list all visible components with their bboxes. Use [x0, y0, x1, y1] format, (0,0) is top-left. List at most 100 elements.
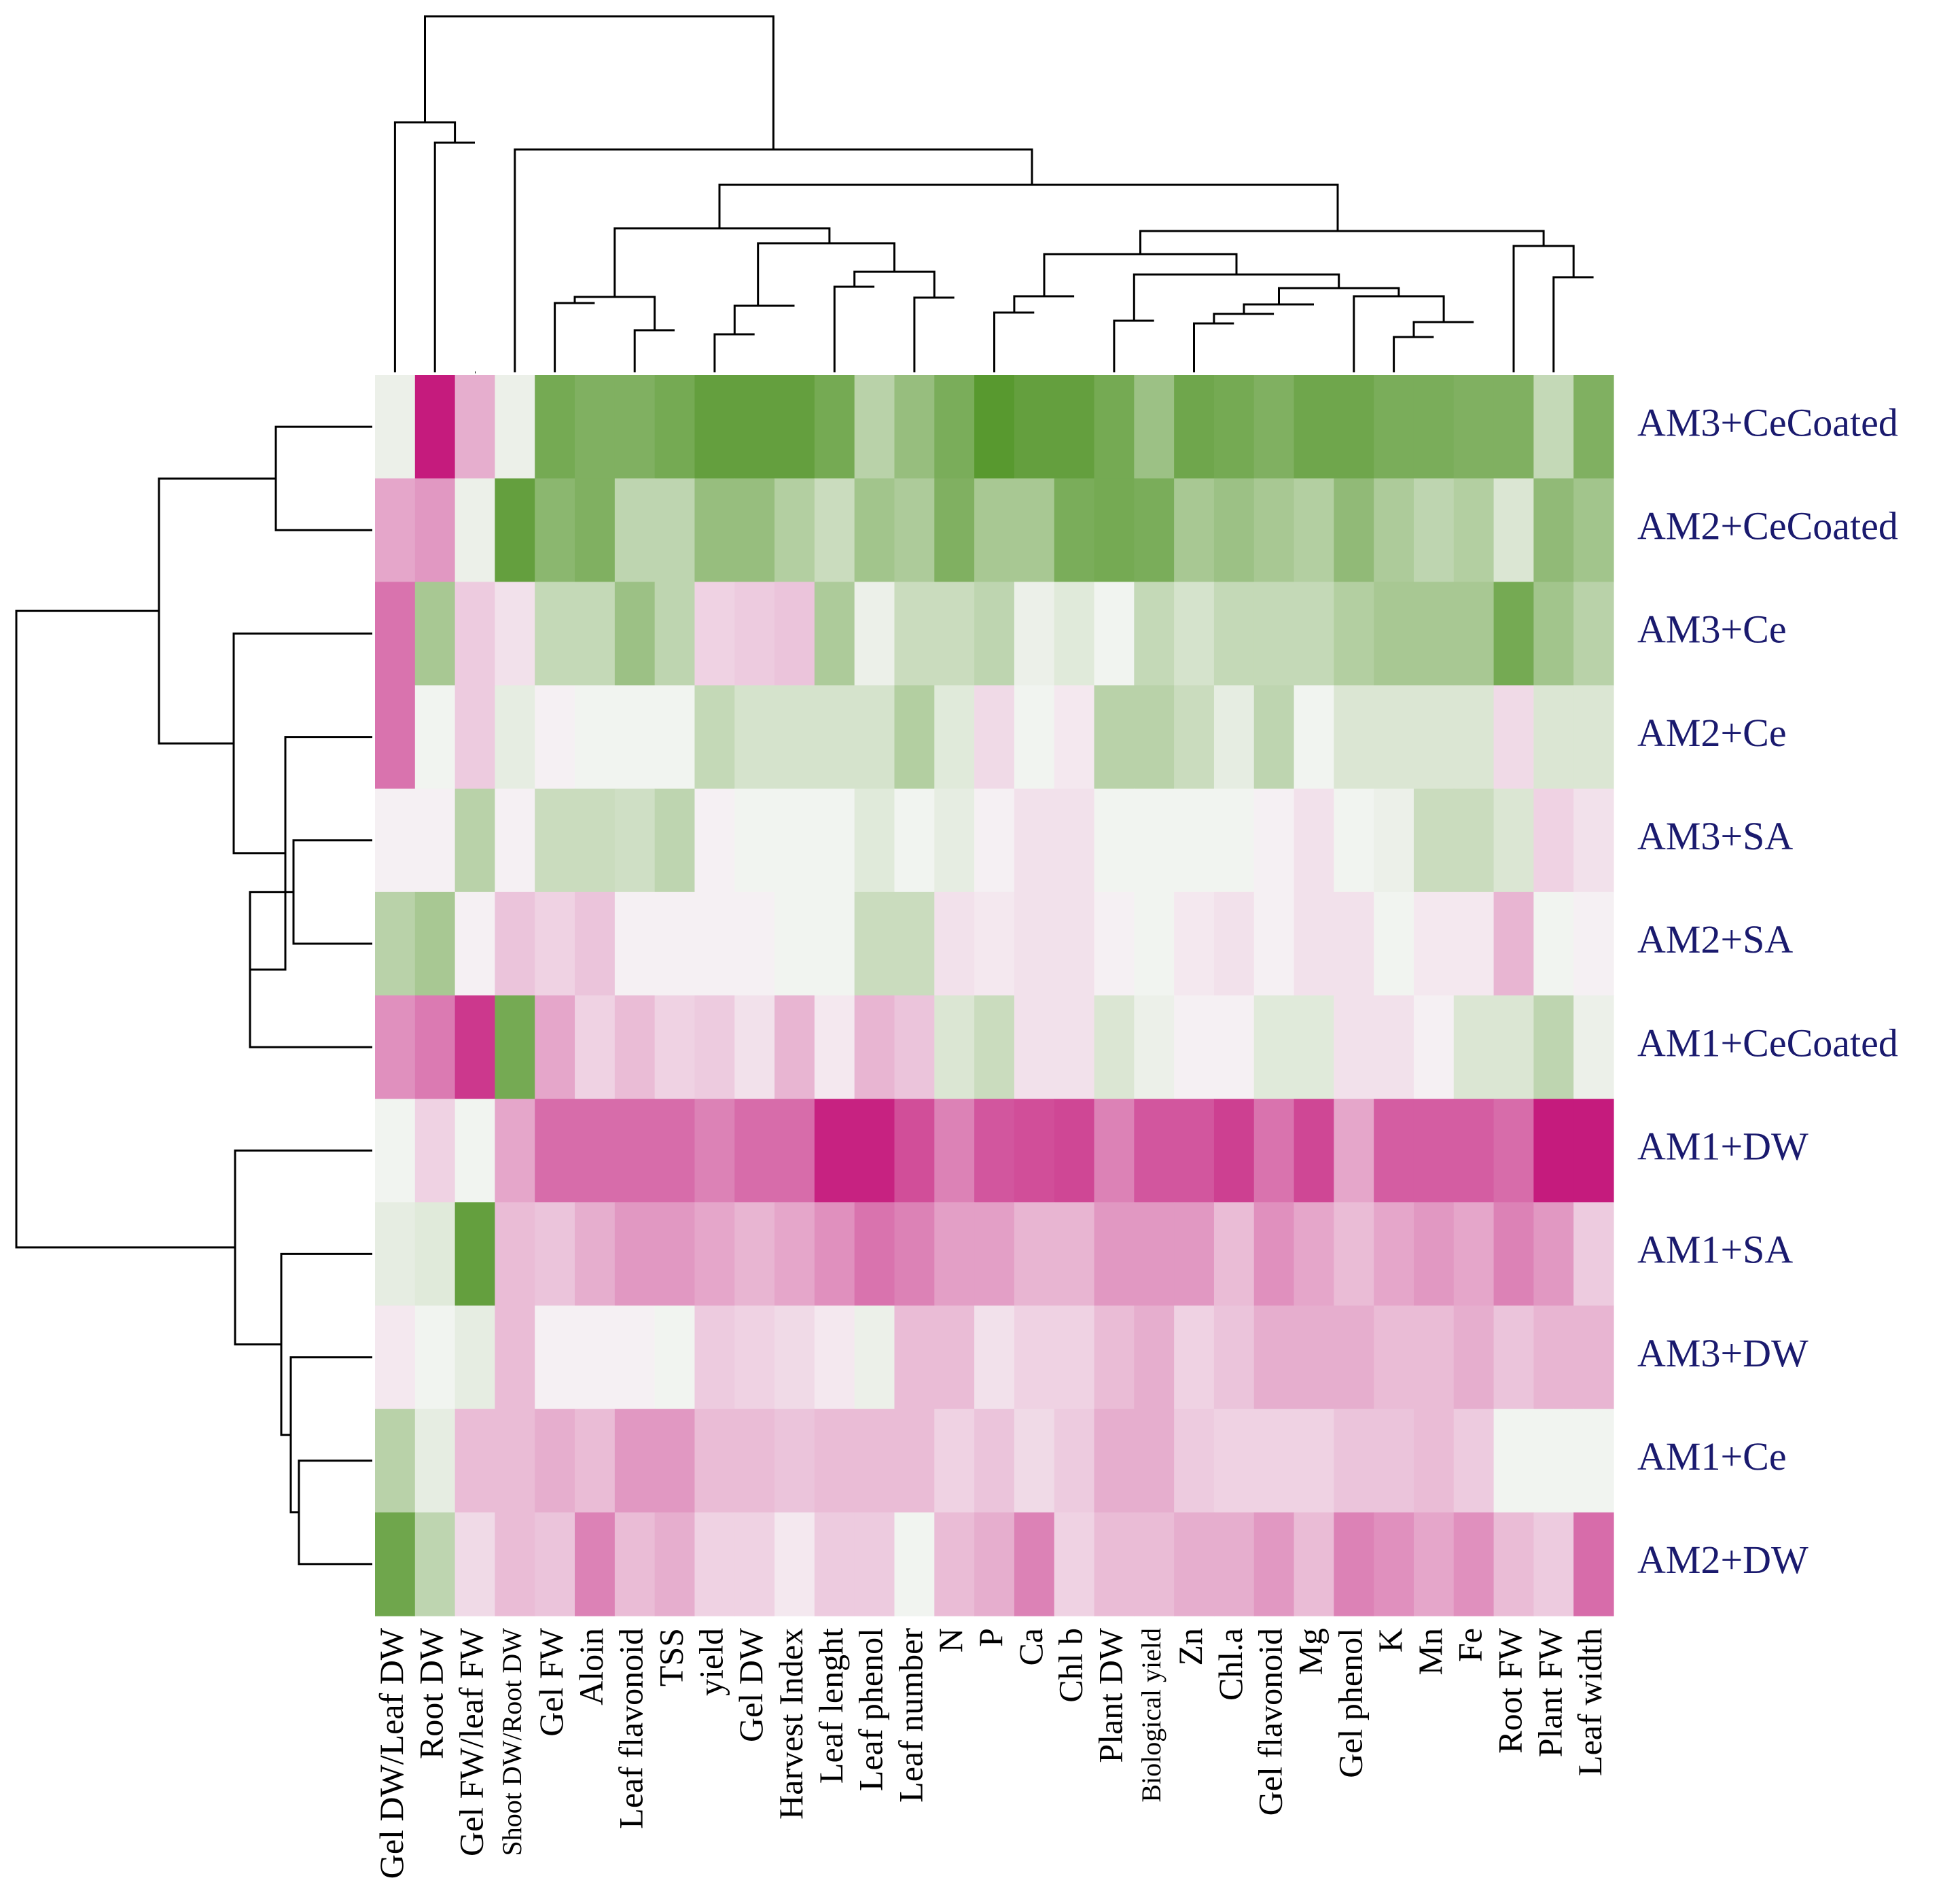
heatmap-cell	[1054, 1305, 1095, 1410]
heatmap-cell	[614, 375, 656, 479]
heatmap-cell	[375, 891, 416, 996]
heatmap-cell	[1453, 891, 1495, 996]
heatmap-cell	[1453, 995, 1495, 1099]
row-label: AM1+SA	[1637, 1228, 1793, 1272]
column-dendrogram-link	[757, 242, 895, 306]
row-label: AM1+Ce	[1637, 1434, 1787, 1479]
heatmap-cell	[414, 788, 456, 893]
heatmap-cell	[774, 891, 815, 996]
heatmap-cell	[455, 995, 496, 1099]
heatmap-cell	[774, 375, 815, 479]
column-label: Aloin	[572, 1628, 610, 1705]
heatmap-cell	[1533, 1202, 1574, 1307]
heatmap-cell	[575, 995, 616, 1099]
heatmap-cell	[1134, 1305, 1175, 1410]
heatmap-cell	[1253, 1202, 1295, 1307]
row-dendrogram-link	[292, 839, 372, 945]
heatmap-cell	[1453, 478, 1495, 582]
heatmap-cell	[734, 788, 775, 893]
heatmap-cell	[1573, 891, 1614, 996]
column-label: Gel phenol	[1331, 1628, 1369, 1778]
heatmap-cell	[414, 478, 456, 582]
heatmap-cell	[455, 1512, 496, 1616]
heatmap-cell	[854, 891, 895, 996]
heatmap-cell	[1174, 1409, 1215, 1513]
heatmap-cell	[495, 1099, 535, 1203]
heatmap-cell	[934, 995, 975, 1099]
heatmap-cell	[1294, 1202, 1334, 1307]
heatmap-cell	[455, 788, 496, 893]
heatmap-cell	[1493, 478, 1534, 582]
heatmap-cell	[1413, 1305, 1455, 1410]
heatmap-cell	[455, 1305, 496, 1410]
heatmap-cell	[1253, 788, 1295, 893]
heatmap-cell	[1054, 582, 1095, 686]
row-label: AM2+CeCoated	[1637, 504, 1898, 548]
heatmap-cell	[1134, 478, 1175, 582]
heatmap-cell	[1493, 582, 1534, 686]
heatmap-cell	[974, 788, 1015, 893]
heatmap-cell	[575, 1305, 616, 1410]
row-dendrogram-link	[232, 632, 372, 855]
heatmap-cell	[1134, 1512, 1175, 1616]
row-dendrogram-link	[274, 425, 372, 531]
column-label: yield	[692, 1628, 730, 1696]
heatmap-cell	[1374, 685, 1414, 790]
heatmap-cell	[1533, 788, 1574, 893]
heatmap-cell	[934, 1202, 975, 1307]
heatmap-cell	[1014, 1409, 1055, 1513]
heatmap-cell	[1533, 375, 1574, 479]
heatmap-cell	[934, 1305, 975, 1410]
heatmap-cell	[1413, 478, 1455, 582]
heatmap-cell	[1334, 891, 1374, 996]
heatmap-cell	[774, 1512, 815, 1616]
heatmap-cell	[654, 1202, 696, 1307]
heatmap-cell	[495, 685, 535, 790]
heatmap-cell	[614, 1305, 656, 1410]
heatmap-cell	[1054, 788, 1095, 893]
heatmap-cell	[455, 582, 496, 686]
column-label: Gel FW/leaf FW	[452, 1627, 490, 1856]
heatmap-cell	[1453, 1099, 1495, 1203]
heatmap-cell	[1094, 582, 1135, 686]
heatmap-cell	[1294, 1409, 1334, 1513]
heatmap-cell	[694, 1099, 735, 1203]
heatmap-cell	[654, 891, 696, 996]
heatmap-cell	[734, 891, 775, 996]
heatmap-cell	[495, 995, 535, 1099]
column-dendrogram-link	[393, 121, 457, 372]
heatmap-cell	[535, 891, 575, 996]
heatmap-cell	[814, 891, 855, 996]
heatmap-cell	[1094, 1305, 1135, 1410]
heatmap-cell	[614, 478, 656, 582]
heatmap-cell	[1374, 788, 1414, 893]
heatmap-cell	[814, 685, 855, 790]
heatmap-cell	[1213, 582, 1255, 686]
heatmap-cell	[1573, 995, 1614, 1099]
column-dendrogram-link	[853, 270, 936, 298]
column-label: Harvest Index	[772, 1628, 810, 1820]
heatmap-cell	[1054, 478, 1095, 582]
heatmap-cell	[894, 1305, 935, 1410]
heatmap-cell	[1374, 1512, 1414, 1616]
heatmap-cell	[1213, 788, 1255, 893]
heatmap-cell	[894, 1512, 935, 1616]
heatmap-cell	[894, 375, 935, 479]
heatmap-cell	[495, 1409, 535, 1513]
heatmap-cell	[575, 478, 616, 582]
heatmap-cell	[1334, 582, 1374, 686]
row-dendrogram-link	[158, 477, 276, 745]
heatmap-cell	[1134, 375, 1175, 479]
heatmap-cell	[1334, 375, 1374, 479]
column-label: Gel flavonoid	[1251, 1628, 1289, 1816]
heatmap-cell	[1054, 1202, 1095, 1307]
heatmap-cell	[1493, 1099, 1534, 1203]
heatmap-cell	[614, 891, 656, 996]
heatmap-cell	[1493, 1202, 1534, 1307]
column-dendrogram-link	[433, 141, 475, 372]
heatmap-cell	[614, 1202, 656, 1307]
row-dendrogram-link	[298, 1459, 372, 1565]
heatmap-cell	[854, 1099, 895, 1203]
heatmap-cell	[1213, 478, 1255, 582]
column-label: Gel DW	[732, 1627, 770, 1742]
